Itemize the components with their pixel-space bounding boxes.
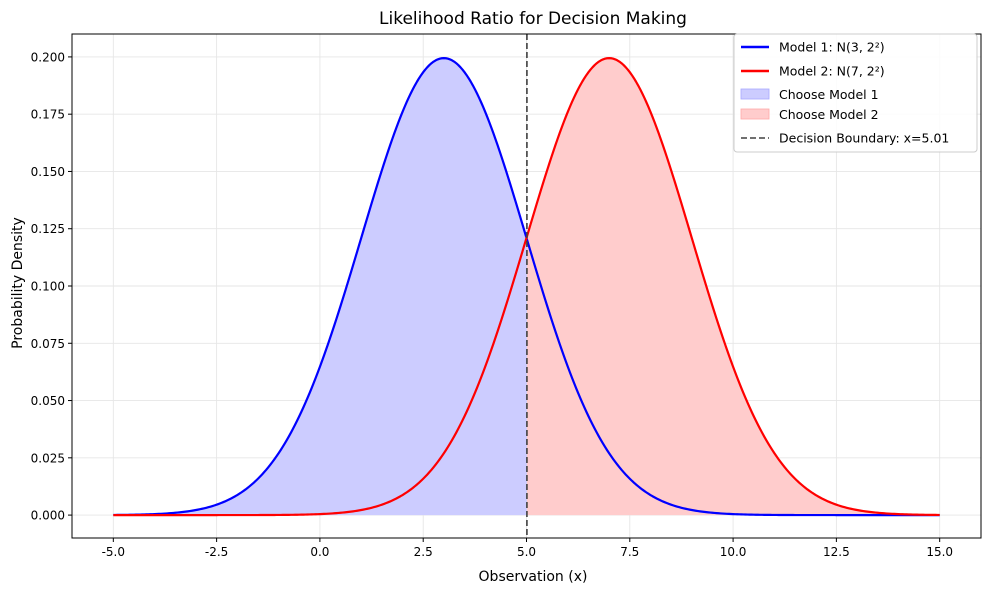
y-axis-label: Probability Density <box>10 217 26 349</box>
y-tick-label: 0.025 <box>31 451 65 465</box>
legend-label-model-1: Model 1: N(3, 2²) <box>779 40 885 55</box>
x-tick-label: 2.5 <box>414 545 433 559</box>
x-axis: -5.0 -2.5 0.0 2.5 5.0 7.5 10.0 12.5 15.0 <box>102 538 953 559</box>
y-tick-label: 0.000 <box>31 509 65 523</box>
y-tick-label: 0.125 <box>31 222 65 236</box>
legend-label-choose-model-2: Choose Model 2 <box>779 107 879 122</box>
fill-regions <box>113 58 940 516</box>
y-tick-label: 0.050 <box>31 394 65 408</box>
chart-title: Likelihood Ratio for Decision Making <box>379 9 687 29</box>
region-choose-model-2 <box>526 58 940 516</box>
y-tick-label: 0.075 <box>31 337 65 351</box>
legend-label-boundary: Decision Boundary: x=5.01 <box>779 131 949 146</box>
region-choose-model-1 <box>113 58 527 516</box>
legend-swatch-choose-model-1 <box>740 88 770 100</box>
y-tick-label: 0.175 <box>31 108 65 122</box>
y-tick-label: 0.150 <box>31 165 65 179</box>
x-tick-label: 15.0 <box>926 545 953 559</box>
x-tick-label: -2.5 <box>205 545 228 559</box>
y-axis: 0.000 0.025 0.050 0.075 0.100 0.125 0.150 0.175… <box>31 50 72 523</box>
x-tick-label: 10.0 <box>720 545 747 559</box>
legend-box <box>733 33 978 153</box>
y-tick-label: 0.100 <box>31 280 65 294</box>
x-tick-label: 0.0 <box>310 545 329 559</box>
y-tick-label: 0.200 <box>31 50 65 64</box>
legend: Model 1: N(3, 2²) Model 2: N(7, 2²) Choo… <box>733 33 978 153</box>
x-tick-label: 7.5 <box>620 545 639 559</box>
x-axis-label: Observation (x) <box>479 569 588 585</box>
x-tick-label: 12.5 <box>823 545 850 559</box>
legend-label-choose-model-1: Choose Model 1 <box>779 87 879 102</box>
legend-swatch-choose-model-2 <box>740 108 770 120</box>
legend-label-model-2: Model 2: N(7, 2²) <box>779 64 885 79</box>
x-tick-label: -5.0 <box>102 545 125 559</box>
x-tick-label: 5.0 <box>517 545 536 559</box>
